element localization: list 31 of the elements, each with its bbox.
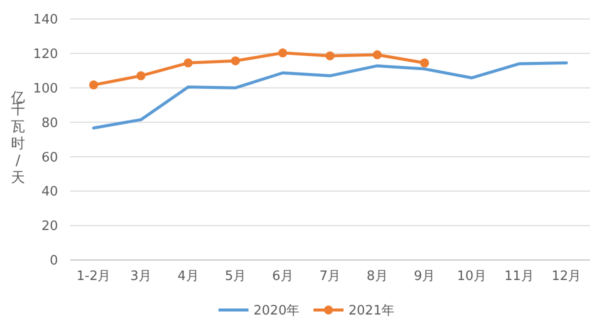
x-tick-label: 6月 [272, 269, 294, 284]
y-tick-label: 0 [50, 254, 58, 269]
legend-label: 2021年 [348, 304, 395, 319]
x-tick-label: 8月 [366, 269, 388, 284]
point [420, 58, 430, 68]
y-tick-label: 80 [41, 116, 58, 131]
point [230, 56, 240, 66]
point [184, 58, 193, 68]
point [326, 51, 334, 60]
point [278, 48, 288, 58]
y-tick-label: 40 [41, 184, 58, 200]
x-tick-label: 11月 [504, 269, 534, 284]
legend-label: 2020年 [254, 304, 300, 319]
y-tick-label: 140 [33, 12, 58, 28]
y-tick-label: 60 [41, 150, 58, 166]
x-tick-label: 5月 [224, 269, 246, 284]
point [136, 71, 146, 80]
x-tick-label: 3月 [130, 269, 152, 284]
x-tick-label: 12月 [552, 269, 582, 284]
x-tick-label: 4月 [178, 269, 199, 284]
line-series [92, 61, 568, 130]
point [372, 50, 382, 60]
x-tick-label: 10月 [457, 269, 487, 284]
x-tick-label: 9月 [414, 269, 436, 284]
y-tick-label: 20 [41, 219, 58, 234]
point [89, 80, 98, 90]
y-tick-label: 120 [33, 46, 58, 62]
x-tick-label: 1-2月 [76, 269, 111, 284]
y-axis-title: 亿千瓦时/天 [10, 90, 25, 186]
y-tick-label: 100 [33, 81, 58, 96]
x-tick-label: 7月 [319, 269, 341, 284]
